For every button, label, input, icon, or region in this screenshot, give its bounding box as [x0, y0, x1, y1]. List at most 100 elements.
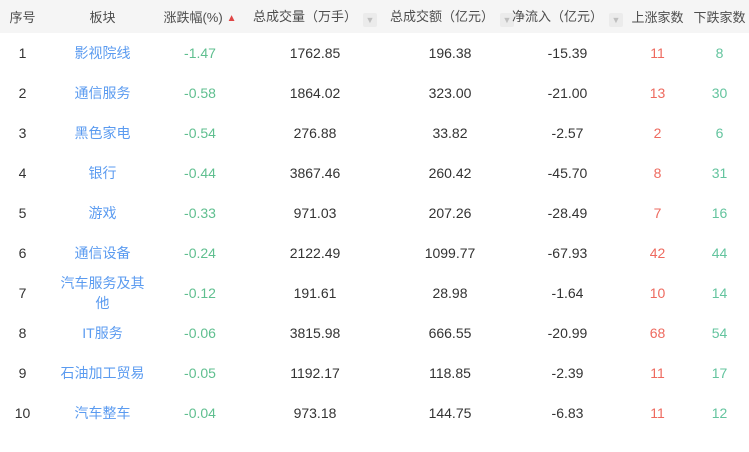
sector-link[interactable]: 银行: [88, 165, 117, 181]
table-row: 10 汽车整车 -0.04 973.18 144.75 -6.83 11 12: [0, 393, 749, 433]
total-volume: 191.61: [240, 273, 390, 313]
header-down-label: 下跌家数: [693, 10, 746, 25]
up-count: 11: [625, 33, 690, 73]
sector-cell: IT服务: [45, 313, 160, 353]
down-count: 54: [690, 313, 749, 353]
header-turnover-sort[interactable]: 总成交额（亿元） ▼: [390, 0, 515, 33]
net-inflow: -6.83: [510, 393, 625, 433]
sort-down-icon[interactable]: ▼: [609, 13, 623, 27]
sector-link[interactable]: 影视院线: [74, 45, 131, 61]
sector-cell: 汽车服务及其他: [45, 273, 160, 313]
down-count: 12: [690, 393, 749, 433]
sector-link[interactable]: 游戏: [88, 205, 117, 221]
sector-cell: 石油加工贸易: [45, 353, 160, 393]
total-turnover: 196.38: [390, 33, 510, 73]
table-row: 4 银行 -0.44 3867.46 260.42 -45.70 8 31: [0, 153, 749, 193]
row-index: 10: [0, 393, 45, 433]
row-index: 3: [0, 113, 45, 153]
row-index: 5: [0, 193, 45, 233]
total-volume: 971.03: [240, 193, 390, 233]
table-row: 3 黑色家电 -0.54 276.88 33.82 -2.57 2 6: [0, 113, 749, 153]
down-count: 16: [690, 193, 749, 233]
change-percent: -0.06: [160, 313, 240, 353]
total-turnover: 144.75: [390, 393, 510, 433]
sector-link[interactable]: 汽车整车: [74, 405, 131, 421]
sort-down-icon[interactable]: ▼: [363, 13, 377, 27]
down-count: 31: [690, 153, 749, 193]
header-inflow-sort[interactable]: 净流入（亿元） ▼: [510, 0, 625, 33]
sector-ranking-table: 序号 板块 涨跌幅(%) ▲ 总成交量（万手） ▼ 总成交额（亿元） ▼ 净流入（亿元…: [0, 0, 749, 433]
header-down-count: 下跌家数: [690, 0, 749, 33]
header-turnover-label: 总成交额（亿元）: [390, 9, 495, 24]
total-volume: 3815.98: [240, 313, 390, 353]
change-percent: -0.05: [160, 353, 240, 393]
down-count: 17: [690, 353, 749, 393]
table-row: 7 汽车服务及其他 -0.12 191.61 28.98 -1.64 10 14: [0, 273, 749, 313]
sector-link[interactable]: 通信服务: [74, 85, 131, 101]
sector-link[interactable]: 通信设备: [74, 245, 131, 261]
sector-cell: 游戏: [45, 193, 160, 233]
up-count: 10: [625, 273, 690, 313]
up-count: 13: [625, 73, 690, 113]
down-count: 6: [690, 113, 749, 153]
row-index: 6: [0, 233, 45, 273]
net-inflow: -28.49: [510, 193, 625, 233]
up-count: 2: [625, 113, 690, 153]
net-inflow: -15.39: [510, 33, 625, 73]
header-sector: 板块: [45, 0, 160, 33]
down-count: 30: [690, 73, 749, 113]
header-volume-label: 总成交量（万手）: [252, 9, 357, 24]
header-inflow-label: 净流入（亿元）: [511, 9, 603, 24]
row-index: 4: [0, 153, 45, 193]
net-inflow: -1.64: [510, 273, 625, 313]
net-inflow: -45.70: [510, 153, 625, 193]
sort-down-icon[interactable]: ▼: [500, 13, 515, 27]
header-volume-sort[interactable]: 总成交量（万手） ▼: [240, 0, 390, 33]
total-volume: 1864.02: [240, 73, 390, 113]
sector-cell: 黑色家电: [45, 113, 160, 153]
change-percent: -0.04: [160, 393, 240, 433]
total-volume: 1192.17: [240, 353, 390, 393]
change-percent: -0.54: [160, 113, 240, 153]
up-count: 8: [625, 153, 690, 193]
header-sector-label: 板块: [89, 10, 116, 25]
row-index: 8: [0, 313, 45, 353]
table-row: 1 影视院线 -1.47 1762.85 196.38 -15.39 11 8: [0, 33, 749, 73]
header-change-sort[interactable]: 涨跌幅(%) ▲: [160, 0, 240, 33]
change-percent: -0.33: [160, 193, 240, 233]
row-index: 1: [0, 33, 45, 73]
header-change-label: 涨跌幅(%): [163, 10, 223, 25]
total-turnover: 323.00: [390, 73, 510, 113]
sector-link[interactable]: 汽车服务及其他: [60, 275, 145, 311]
net-inflow: -20.99: [510, 313, 625, 353]
total-volume: 3867.46: [240, 153, 390, 193]
total-volume: 1762.85: [240, 33, 390, 73]
header-up-count: 上涨家数: [625, 0, 690, 33]
change-percent: -0.12: [160, 273, 240, 313]
row-index: 2: [0, 73, 45, 113]
net-inflow: -67.93: [510, 233, 625, 273]
table-row: 9 石油加工贸易 -0.05 1192.17 118.85 -2.39 11 1…: [0, 353, 749, 393]
row-index: 9: [0, 353, 45, 393]
up-count: 68: [625, 313, 690, 353]
total-turnover: 1099.77: [390, 233, 510, 273]
total-turnover: 666.55: [390, 313, 510, 353]
sector-cell: 汽车整车: [45, 393, 160, 433]
sector-link[interactable]: 石油加工贸易: [60, 365, 145, 381]
row-index: 7: [0, 273, 45, 313]
net-inflow: -2.39: [510, 353, 625, 393]
sector-link[interactable]: IT服务: [82, 325, 123, 341]
sector-link[interactable]: 黑色家电: [74, 125, 131, 141]
total-turnover: 207.26: [390, 193, 510, 233]
total-turnover: 118.85: [390, 353, 510, 393]
table-row: 2 通信服务 -0.58 1864.02 323.00 -21.00 13 30: [0, 73, 749, 113]
table-body: 1 影视院线 -1.47 1762.85 196.38 -15.39 11 8 …: [0, 33, 749, 433]
up-count: 7: [625, 193, 690, 233]
table-row: 8 IT服务 -0.06 3815.98 666.55 -20.99 68 54: [0, 313, 749, 353]
table-row: 6 通信设备 -0.24 2122.49 1099.77 -67.93 42 4…: [0, 233, 749, 273]
total-turnover: 28.98: [390, 273, 510, 313]
sector-cell: 影视院线: [45, 33, 160, 73]
total-turnover: 260.42: [390, 153, 510, 193]
total-volume: 276.88: [240, 113, 390, 153]
table-header: 序号 板块 涨跌幅(%) ▲ 总成交量（万手） ▼ 总成交额（亿元） ▼ 净流入（亿元…: [0, 0, 749, 33]
